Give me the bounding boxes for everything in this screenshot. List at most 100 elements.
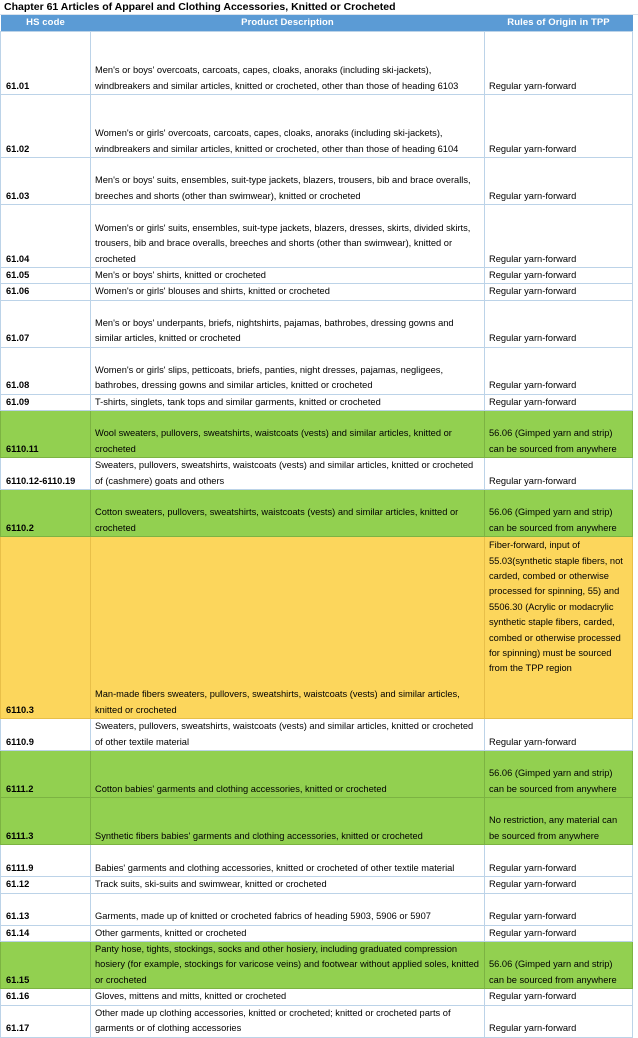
cell-product-description[interactable]: Men's or boys' shirts, knitted or croche… xyxy=(90,266,485,285)
cell-hs-code[interactable]: 6111.9 xyxy=(0,844,91,878)
cell-hs-code[interactable]: 61.17 xyxy=(0,1004,91,1038)
table-row[interactable]: 61.08 Women's or girls' slips, petticoats… xyxy=(0,346,633,395)
cell-product-description[interactable]: Men's or boys' overcoats, carcoats, cape… xyxy=(90,31,485,95)
cell-hs-code[interactable]: 61.15 xyxy=(0,941,91,990)
column-header-rules-of-origin[interactable]: Rules of Origin in TPP xyxy=(484,15,633,32)
cell-hs-code[interactable]: 6110.11 xyxy=(0,410,91,459)
table-row[interactable]: 61.13 Garments, made up of knitted or cro… xyxy=(0,892,633,926)
table-row[interactable]: 61.04 Women's or girls' suits, ensembles,… xyxy=(0,204,633,268)
cell-product-description[interactable]: Men's or boys' suits, ensembles, suit-ty… xyxy=(90,157,485,205)
cell-product-description[interactable]: Babies' garments and clothing accessorie… xyxy=(90,844,485,878)
cell-hs-code[interactable]: 61.14 xyxy=(0,924,91,943)
cell-rule-of-origin[interactable]: 56.06 (Gimped yarn and strip) can be sou… xyxy=(484,941,633,990)
cell-hs-code[interactable]: 6111.2 xyxy=(0,750,91,799)
table-row[interactable]: 61.12 Track suits, ski-suits and swimwear… xyxy=(0,876,633,894)
cell-rule-of-origin[interactable]: 56.06 (Gimped yarn and strip) can be sou… xyxy=(484,489,633,538)
table-row[interactable]: 61.09 T-shirts, singlets, tank tops and s… xyxy=(0,393,633,412)
table-row[interactable]: 61.17 Other made up clothing accessories,… xyxy=(0,1004,633,1038)
column-header-product-description[interactable]: Product Description xyxy=(90,15,485,32)
cell-product-description[interactable]: Cotton babies' garments and clothing acc… xyxy=(90,750,485,799)
cell-hs-code[interactable]: 61.01 xyxy=(0,31,91,95)
cell-rule-of-origin[interactable]: No restriction, any material can be sour… xyxy=(484,797,633,846)
cell-rule-of-origin[interactable]: Regular yarn-forward xyxy=(484,299,633,348)
table-row[interactable]: 61.14 Other garments, knitted or crochete… xyxy=(0,924,633,943)
cell-hs-code[interactable]: 6111.3 xyxy=(0,797,91,846)
table-header: HS code Product Description Rules of Ori… xyxy=(0,15,633,32)
cell-rule-of-origin[interactable]: 56.06 (Gimped yarn and strip) can be sou… xyxy=(484,410,633,459)
cell-hs-code[interactable]: 61.12 xyxy=(0,876,91,894)
table-row[interactable]: 6110.2 Cotton sweaters, pullovers, sweats… xyxy=(0,489,633,538)
cell-product-description[interactable]: Synthetic fibers babies' garments and cl… xyxy=(90,797,485,846)
cell-hs-code[interactable]: 6110.9 xyxy=(0,718,91,752)
cell-product-description[interactable]: Man-made fibers sweaters, pullovers, swe… xyxy=(90,536,485,720)
cell-product-description[interactable]: Men's or boys' underpants, briefs, night… xyxy=(90,299,485,348)
table-row[interactable]: 6111.3 Synthetic fibers babies' garments … xyxy=(0,797,633,846)
cell-rule-of-origin[interactable]: Regular yarn-forward xyxy=(484,1004,633,1038)
cell-hs-code[interactable]: 61.09 xyxy=(0,393,91,412)
cell-hs-code[interactable]: 61.16 xyxy=(0,988,91,1006)
cell-rule-of-origin[interactable]: Regular yarn-forward xyxy=(484,346,633,395)
cell-hs-code[interactable]: 6110.12-6110.19 xyxy=(0,457,91,491)
cell-rule-of-origin[interactable]: Regular yarn-forward xyxy=(484,924,633,943)
table-row[interactable]: 61.15 Panty hose, tights, stockings, sock… xyxy=(0,941,633,990)
table-row[interactable]: 61.01 Men's or boys' overcoats, carcoats,… xyxy=(0,31,633,95)
cell-hs-code[interactable]: 6110.3 xyxy=(0,536,91,720)
cell-product-description[interactable]: Panty hose, tights, stockings, socks and… xyxy=(90,941,485,990)
cell-rule-of-origin[interactable]: Regular yarn-forward xyxy=(484,157,633,205)
cell-rule-of-origin[interactable]: 56.06 (Gimped yarn and strip) can be sou… xyxy=(484,750,633,799)
table-row[interactable]: 61.05 Men's or boys' shirts, knitted or c… xyxy=(0,266,633,285)
cell-hs-code[interactable]: 61.05 xyxy=(0,266,91,285)
cell-rule-of-origin[interactable]: Regular yarn-forward xyxy=(484,204,633,268)
page-title: Chapter 61 Articles of Apparel and Cloth… xyxy=(0,0,638,15)
cell-rule-of-origin[interactable]: Regular yarn-forward xyxy=(484,457,633,491)
table-row[interactable]: 61.06 Women's or girls' blouses and shirt… xyxy=(0,283,633,301)
cell-rule-of-origin[interactable]: Regular yarn-forward xyxy=(484,718,633,752)
table-row[interactable]: 6110.12-6110.19 Sweaters, pullovers, swea… xyxy=(0,457,633,491)
cell-product-description[interactable]: Gloves, mittens and mitts, knitted or cr… xyxy=(90,988,485,1006)
cell-hs-code[interactable]: 6110.2 xyxy=(0,489,91,538)
table-row[interactable]: 61.02 Women's or girls' overcoats, carcoa… xyxy=(0,94,633,158)
cell-hs-code[interactable]: 61.02 xyxy=(0,94,91,158)
cell-hs-code[interactable]: 61.06 xyxy=(0,283,91,301)
cell-hs-code[interactable]: 61.04 xyxy=(0,204,91,268)
table-row[interactable]: 61.03 Men's or boys' suits, ensembles, su… xyxy=(0,157,633,205)
cell-rule-of-origin[interactable]: Regular yarn-forward xyxy=(484,393,633,412)
cell-rule-of-origin[interactable]: Regular yarn-forward xyxy=(484,31,633,95)
cell-rule-of-origin[interactable]: Fiber-forward, input of 55.03(synthetic … xyxy=(484,536,633,720)
table-row[interactable]: 61.16 Gloves, mittens and mitts, knitted … xyxy=(0,988,633,1006)
cell-rule-of-origin[interactable]: Regular yarn-forward xyxy=(484,844,633,878)
table-row[interactable]: 6111.9 Babies' garments and clothing acce… xyxy=(0,844,633,878)
column-header-hs-code[interactable]: HS code xyxy=(0,15,91,32)
cell-rule-of-origin[interactable]: Regular yarn-forward xyxy=(484,283,633,301)
cell-product-description[interactable]: Track suits, ski-suits and swimwear, kni… xyxy=(90,876,485,894)
cell-product-description[interactable]: Other made up clothing accessories, knit… xyxy=(90,1004,485,1038)
hs-code-rules-table: HS code Product Description Rules of Ori… xyxy=(0,15,633,1038)
table-row[interactable]: 6111.2 Cotton babies' garments and clothi… xyxy=(0,750,633,799)
cell-product-description[interactable]: Sweaters, pullovers, sweatshirts, waistc… xyxy=(90,457,485,491)
table-body: 61.01 Men's or boys' overcoats, carcoats,… xyxy=(0,31,633,1038)
cell-product-description[interactable]: Wool sweaters, pullovers, sweatshirts, w… xyxy=(90,410,485,459)
cell-product-description[interactable]: Other garments, knitted or crocheted xyxy=(90,924,485,943)
cell-product-description[interactable]: Cotton sweaters, pullovers, sweatshirts,… xyxy=(90,489,485,538)
table-row[interactable]: 61.07 Men's or boys' underpants, briefs, … xyxy=(0,299,633,348)
cell-hs-code[interactable]: 61.03 xyxy=(0,157,91,205)
cell-rule-of-origin[interactable]: Regular yarn-forward xyxy=(484,876,633,894)
cell-product-description[interactable]: Women's or girls' slips, petticoats, bri… xyxy=(90,346,485,395)
cell-hs-code[interactable]: 61.13 xyxy=(0,892,91,926)
table-row[interactable]: 6110.3 Man-made fibers sweaters, pullover… xyxy=(0,536,633,720)
cell-rule-of-origin[interactable]: Regular yarn-forward xyxy=(484,892,633,926)
cell-product-description[interactable]: Women's or girls' suits, ensembles, suit… xyxy=(90,204,485,268)
cell-rule-of-origin[interactable]: Regular yarn-forward xyxy=(484,266,633,285)
cell-rule-of-origin[interactable]: Regular yarn-forward xyxy=(484,94,633,158)
table-row[interactable]: 6110.11 Wool sweaters, pullovers, sweatsh… xyxy=(0,410,633,459)
cell-hs-code[interactable]: 61.08 xyxy=(0,346,91,395)
cell-product-description[interactable]: Women's or girls' overcoats, carcoats, c… xyxy=(90,94,485,158)
cell-product-description[interactable]: Garments, made up of knitted or crochete… xyxy=(90,892,485,926)
cell-hs-code[interactable]: 61.07 xyxy=(0,299,91,348)
cell-product-description[interactable]: Sweaters, pullovers, sweatshirts, waistc… xyxy=(90,718,485,752)
cell-product-description[interactable]: T-shirts, singlets, tank tops and simila… xyxy=(90,393,485,412)
cell-rule-of-origin[interactable]: Regular yarn-forward xyxy=(484,988,633,1006)
cell-product-description[interactable]: Women's or girls' blouses and shirts, kn… xyxy=(90,283,485,301)
table-row[interactable]: 6110.9 Sweaters, pullovers, sweatshirts, … xyxy=(0,718,633,752)
